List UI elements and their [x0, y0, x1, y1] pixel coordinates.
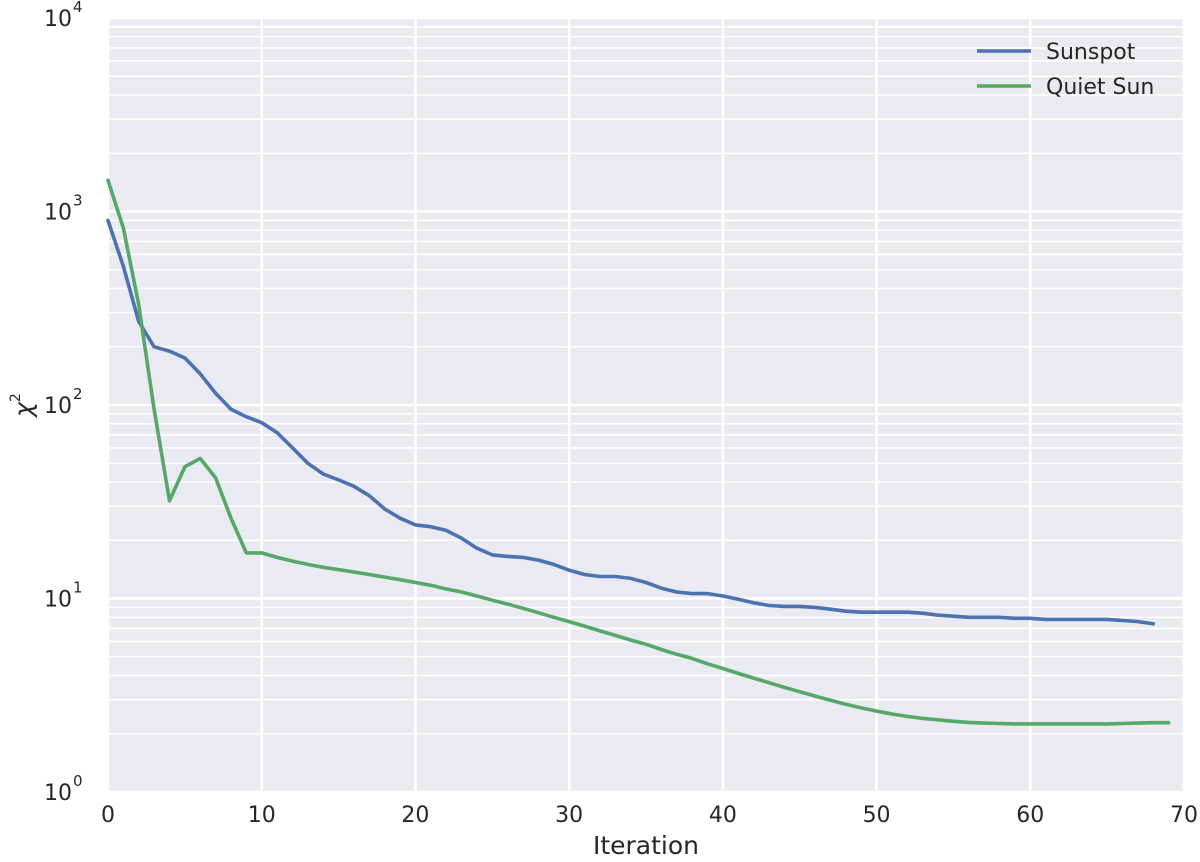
- series-layer: [106, 178, 1171, 726]
- x-tick-label: 30: [555, 803, 583, 828]
- y-tick-label: 100: [44, 772, 83, 806]
- y-tick-label: 101: [44, 579, 83, 613]
- y-tick-label: 102: [44, 385, 83, 419]
- y-tick-label: 104: [44, 0, 83, 32]
- x-tick-label: 0: [101, 803, 115, 828]
- x-tick-label: 20: [401, 803, 429, 828]
- legend: Sunspot Quiet Sun: [977, 40, 1154, 100]
- x-tick-labels: 0 10 20 30 40 50 60 70: [101, 803, 1198, 828]
- series-line-quiet-sun: [106, 178, 1171, 726]
- major-gridlines: [106, 16, 1186, 794]
- x-tick-label: 10: [248, 803, 276, 828]
- y-tick-label: 103: [44, 192, 83, 226]
- y-axis-label: χ2: [8, 393, 38, 419]
- x-tick-label: 50: [863, 803, 891, 828]
- x-tick-label: 70: [1170, 803, 1198, 828]
- y-tick-labels: 100 101 102 103 104: [44, 0, 83, 806]
- legend-label-sunspot: Sunspot: [1046, 40, 1136, 65]
- minor-gridlines: [108, 26, 1184, 735]
- x-tick-label: 40: [709, 803, 737, 828]
- series-line-sunspot: [106, 218, 1156, 626]
- x-tick-label: 60: [1016, 803, 1044, 828]
- legend-label-quiet-sun: Quiet Sun: [1046, 75, 1154, 100]
- x-axis-label: Iteration: [593, 831, 699, 860]
